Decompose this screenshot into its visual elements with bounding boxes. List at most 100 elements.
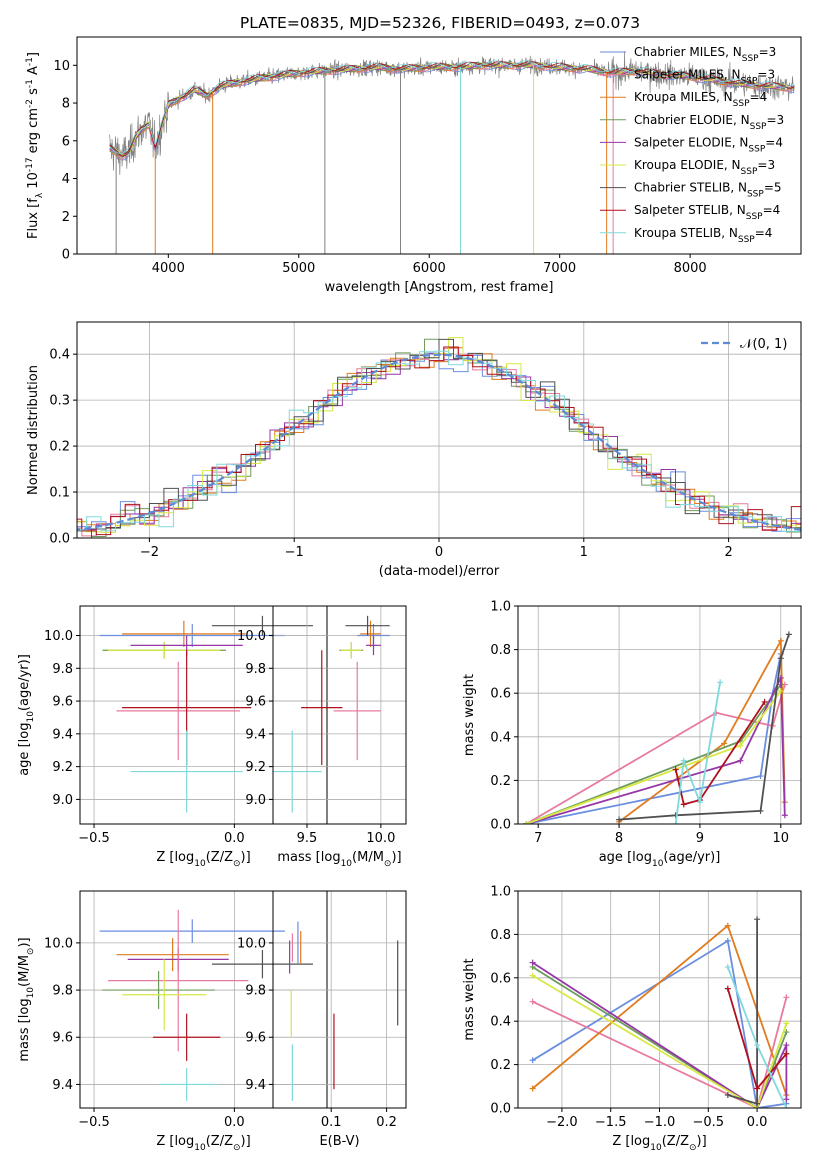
y-tick-label: 1.0: [490, 885, 511, 900]
y-tick-label: 0.0: [490, 1102, 511, 1117]
weight-marker: [783, 1050, 790, 1057]
weight-marker: [523, 821, 530, 824]
legend-entry: Salpeter ELODIE, NSSP=4: [634, 135, 783, 154]
weight-line: [532, 997, 788, 1108]
legend-entry: Chabrier MILES, NSSP=3: [634, 45, 776, 64]
weight-marker: [680, 801, 687, 808]
figure-title: PLATE=0835, MJD=52326, FIBERID=0493, z=0…: [240, 14, 640, 32]
legend-entry: Salpeter MILES, NSSP=3: [634, 68, 775, 87]
y-axis-label: Normed distribution: [26, 365, 41, 495]
y-tick-label: 8: [62, 97, 70, 112]
label-part: mass weight: [462, 958, 477, 1040]
weight-marker: [781, 812, 788, 819]
y-axis-label: mass [log10(M/M⊙)]: [17, 937, 36, 1061]
x-tick-label: 7: [534, 831, 542, 846]
label-part: log: [630, 1134, 650, 1149]
label-part: mass [: [17, 1018, 32, 1061]
label-sub: ⊙: [233, 1143, 241, 1153]
y-tick-label: 0.3: [49, 394, 70, 409]
y-tick-label: 0.2: [490, 1058, 511, 1073]
y-tick-label: 10.0: [44, 629, 73, 644]
weight-marker: [783, 1029, 790, 1036]
weight-marker: [783, 1042, 790, 1049]
label-sub: λ: [35, 192, 45, 198]
x-axis-label: Z [log10(Z/Z⊙)]: [612, 1134, 706, 1153]
y-tick-label: 10.0: [44, 936, 73, 951]
x-tick-label: 2: [724, 545, 732, 560]
weight-marker: [737, 742, 744, 749]
x-axis-label: Z [log10(Z/Z⊙)]: [156, 850, 250, 869]
weight-line: [532, 966, 788, 1108]
y-tick-label: 0.6: [490, 971, 511, 986]
label-part: )]: [241, 850, 251, 865]
axes-mass-vs-ebv: 0.1 0.2 9.4 9.6 9.8 10.0 E(B-V): [237, 890, 407, 1149]
weight-marker: [529, 998, 536, 1005]
label-part: A: [26, 66, 41, 79]
axes-frame: [79, 605, 328, 825]
y-tick-label: 0.4: [490, 1015, 511, 1030]
y-tick-label: 9.6: [52, 695, 73, 710]
x-tick-label: 8000: [674, 261, 707, 276]
label-part: log: [174, 1134, 194, 1149]
weight-line: [532, 974, 788, 1108]
weight-marker: [529, 972, 536, 979]
weight-marker: [672, 821, 679, 824]
weight-line: [532, 939, 787, 1108]
y-tick-label: 9.6: [245, 1031, 266, 1046]
x-tick-label: 0.1: [321, 1115, 342, 1130]
x-tick-label: 4000: [152, 261, 185, 276]
weight-marker: [724, 937, 731, 944]
plot-area: [77, 337, 801, 538]
y-tick-label: 9.4: [52, 727, 73, 742]
y-tick-label: 0.6: [490, 687, 511, 702]
label-part: ]: [26, 52, 41, 57]
x-axis-label: (data-model)/error: [379, 564, 500, 579]
y-tick-label: 10.0: [237, 629, 266, 644]
legend-entry: Kroupa ELODIE, NSSP=3: [634, 158, 775, 177]
weight-marker: [529, 1057, 536, 1064]
label-part: Z [: [612, 1134, 630, 1149]
label-part: (data-model)/error: [379, 564, 500, 579]
weight-marker: [529, 959, 536, 966]
label-part: E(B-V): [319, 1134, 359, 1149]
weight-marker: [737, 757, 744, 764]
y-tick-label: 0.2: [490, 774, 511, 789]
x-axis-label: E(B-V): [319, 1134, 359, 1149]
weight-marker: [724, 922, 731, 929]
weight-marker: [754, 1085, 761, 1092]
normal-curve: [77, 353, 801, 532]
x-tick-label: 5000: [282, 261, 315, 276]
y-tick-label: 9.4: [245, 727, 266, 742]
label-part: =3: [757, 68, 775, 82]
weight-marker: [680, 757, 687, 764]
label-part: s: [26, 88, 41, 99]
y-tick-label: 9.4: [52, 1078, 73, 1093]
y-tick-label: 1.0: [490, 600, 511, 615]
y-axis-label: mass weight: [462, 674, 477, 756]
weight-marker: [783, 1105, 790, 1108]
label-part: Chabrier ELODIE, N: [634, 113, 750, 127]
plot-area: [529, 916, 790, 1108]
y-tick-label: 0: [62, 248, 70, 263]
y-tick-label: 9.6: [245, 695, 266, 710]
y-tick-label: 0.0: [490, 818, 511, 833]
legend-entry: Kroupa MILES, NSSP=4: [634, 90, 767, 109]
y-tick-label: 0.8: [490, 643, 511, 658]
weight-marker: [616, 816, 623, 823]
x-axis-label: Z [log10(Z/Z⊙)]: [156, 1134, 250, 1153]
label-part: (age/yr)]: [663, 850, 720, 865]
weight-marker: [783, 1020, 790, 1027]
label-sub: SSP: [742, 54, 759, 64]
label-part: mass [: [277, 850, 320, 865]
label-part: Z [: [156, 1134, 174, 1149]
label-part: Chabrier MILES, N: [634, 45, 742, 59]
label-part: (age/yr)]: [17, 654, 32, 711]
label-part: Flux [f: [26, 198, 41, 239]
label-sub: SSP: [748, 144, 765, 154]
legend-entry: 𝒩(0, 1): [740, 337, 787, 352]
label-sub: 10: [26, 987, 36, 999]
histogram-step: [77, 350, 801, 532]
weight-marker: [757, 773, 764, 780]
weight-marker: [761, 698, 768, 705]
